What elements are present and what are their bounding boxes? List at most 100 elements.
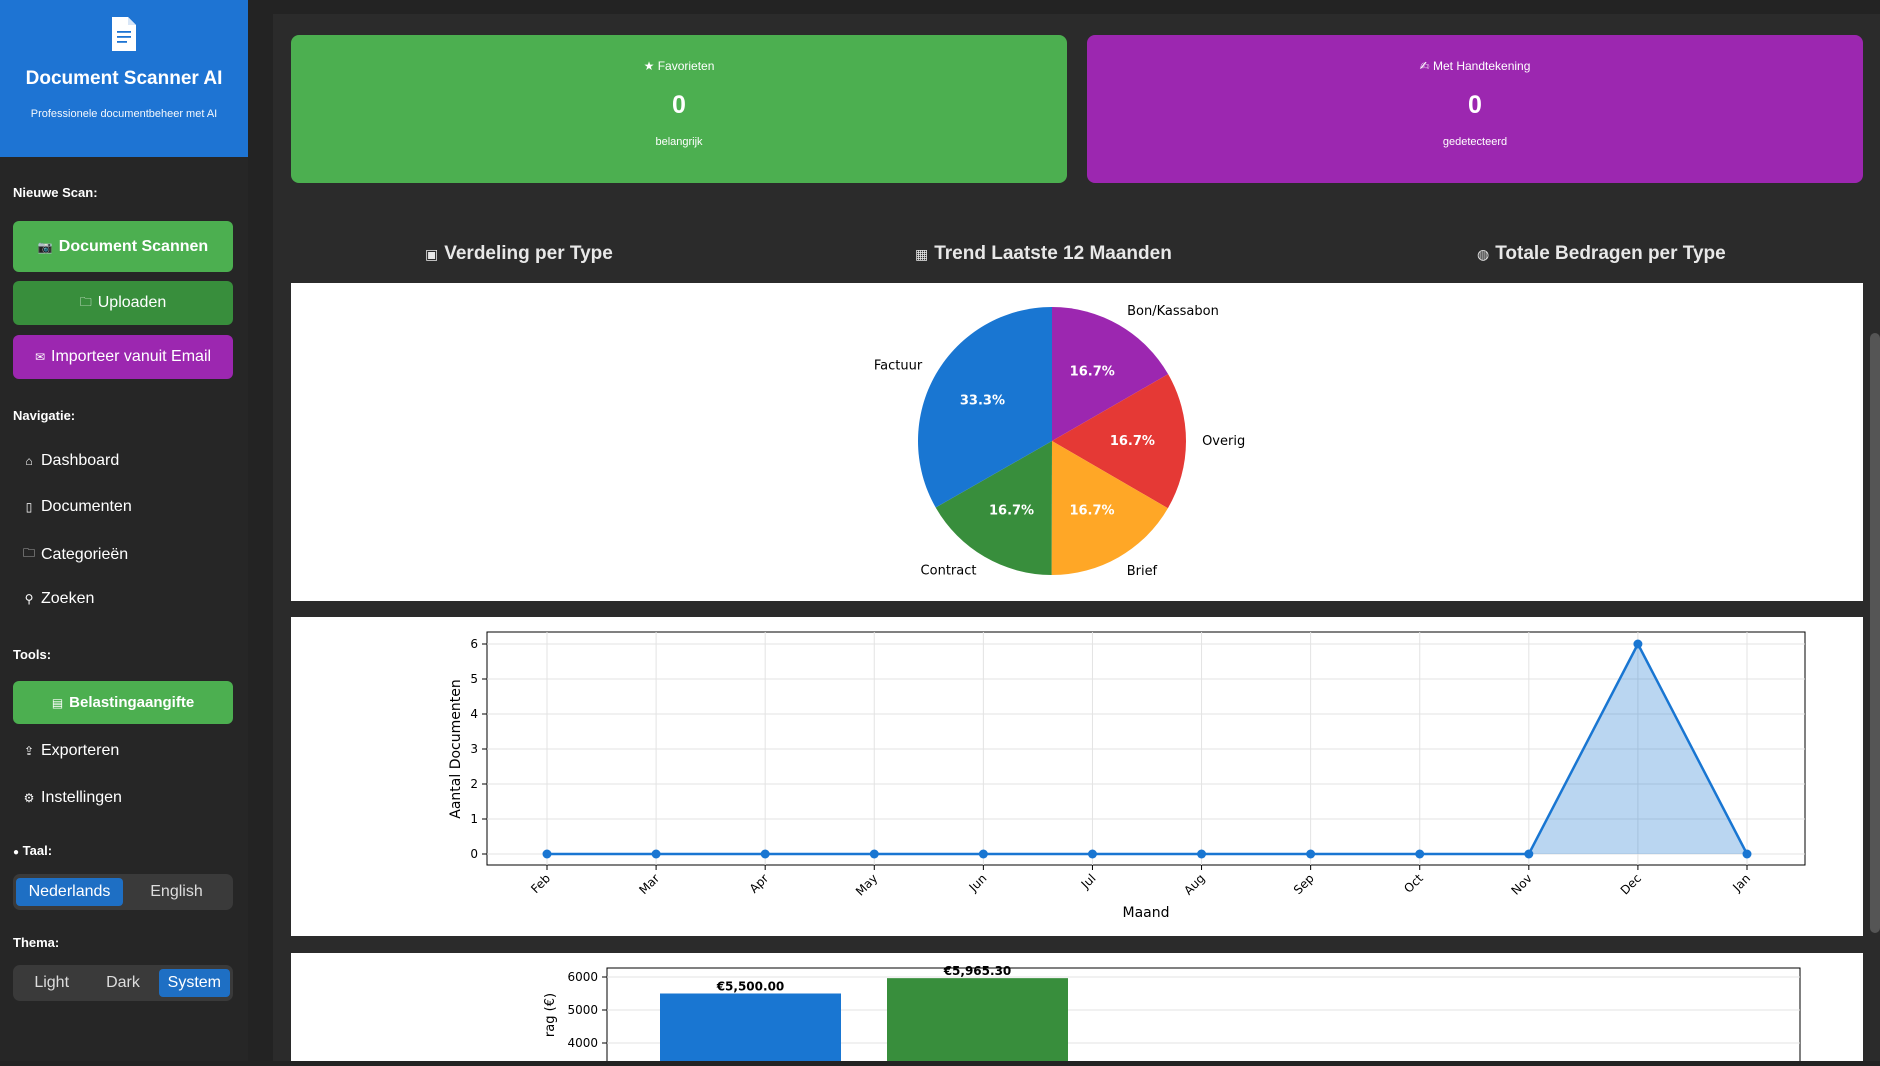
language-selector: Nederlands English [13,874,233,910]
nav-documenten[interactable]: ▯ Documenten [22,498,132,516]
x-tick-label: Mar [636,871,662,897]
chart-icon: ▣ [425,246,439,262]
trend-line [547,641,1749,856]
y-tick-label: 1 [470,812,478,826]
language-option-nederlands[interactable]: Nederlands [16,878,123,906]
trend-icon: ▦ [915,246,929,262]
x-tick-label: Jan [1729,871,1753,895]
app-title: Document Scanner AI [25,68,223,89]
signature-value: 0 [1468,91,1482,119]
totals-chart-panel: 6000 5000 4000 €5,500.00 €5,965.30 rag (€) [291,953,1863,1066]
envelope-icon: ✉ [34,350,45,364]
theme-option-system[interactable]: System [158,969,230,997]
x-tick-label: Nov [1508,871,1534,897]
pie-category-label: Brief [1127,564,1158,579]
x-tick-label: May [853,871,880,898]
tools-heading: Tools: [13,647,52,662]
language-heading: ● Taal: [13,843,53,858]
pie-category-label: Contract [921,564,977,579]
favorites-card: ★ Favorieten 0 belangrijk [291,35,1067,183]
x-axis-label: Maand [1123,905,1170,921]
pie-chart-panel: 16.7% Bon/Kassabon 16.7% Overig 16.7% Brief 16… [291,283,1863,601]
x-tick-label: Oct [1401,871,1426,896]
document-icon [112,17,136,51]
bar-y-tick-label: 4000 [567,1036,598,1050]
signature-icon: ✍ [1419,59,1430,73]
chart-tabs: ▣ Verdeling per Type ▦ Trend Laatste 12 Ma… [291,243,1863,271]
new-scan-heading: Nieuwe Scan: [13,185,98,200]
pie-category-label: Overig [1202,434,1245,449]
y-tick-label: 0 [470,847,478,861]
trend-point [1087,849,1097,859]
language-option-english[interactable]: English [150,883,203,900]
trend-point [1306,849,1316,859]
y-tick-label: 4 [470,707,478,721]
pie-slice-overig [1052,374,1186,509]
theme-heading: Thema: [13,935,60,950]
export-icon: ⇪ [23,744,35,758]
pie-pct-label: 16.7% [1069,504,1114,519]
pie-pct-label: 33.3% [960,394,1005,409]
nav-categorieen[interactable]: 🗀 Categorieën [22,544,128,565]
nav-zoeken[interactable]: ⚲ Zoeken [22,590,95,608]
bar-y-tick-label: 5000 [567,1003,598,1017]
export-link[interactable]: ⇪ Exporteren [23,742,120,759]
tab-totals[interactable]: ◍ Totale Bedragen per Type [1477,243,1726,264]
scan-document-button[interactable]: 📷 Document Scannen [13,221,233,272]
y-tick-label: 5 [470,672,478,686]
trend-point [978,849,988,859]
x-tick-label: Apr [747,871,772,896]
trend-point [1524,849,1534,859]
document-icon: ▯ [25,500,33,514]
pie-slice-factuur [918,307,1052,508]
x-tick-label: Aug [1181,871,1207,897]
x-tick-label: Jul [1078,871,1099,892]
globe-icon: ● [13,847,20,858]
theme-selector: Light Dark System [13,965,233,1001]
brand-header: Document Scanner AI Professionele docume… [0,0,248,157]
home-icon: ⌂ [25,454,33,468]
import-email-button[interactable]: ✉ Importeer vanuit Email [13,335,233,379]
trend-point [542,849,552,859]
bar-y-tick-label: 6000 [567,970,598,984]
pie-slice-contract [935,441,1052,575]
navigation-heading: Navigatie: [13,408,76,423]
sidebar: Document Scanner AI Professionele docume… [0,0,248,1061]
trend-point [651,849,661,859]
trend-chart: 0 1 2 3 4 5 6 Feb Mar Apr May Jun Jul Aug Sep Oct Nov Dec… [448,631,1806,921]
upload-button[interactable]: 🗀 Uploaden [13,281,233,325]
x-tick-label: Jun [966,871,990,895]
favorites-label: Favorieten [657,59,715,73]
theme-option-dark[interactable]: Dark [106,974,140,991]
money-bag-icon: ◍ [1477,246,1490,262]
y-tick-label: 6 [470,637,478,651]
search-icon: ⚲ [24,592,34,606]
trend-point [1633,639,1643,649]
nav-dashboard[interactable]: ⌂ Dashboard [22,452,119,470]
bar-y-axis-label: rag (€) [543,993,558,1037]
pie-pct-label: 16.7% [1110,434,1155,449]
folder-icon: 🗀 [79,294,92,309]
bar-value-label: €5,500.00 [716,980,785,994]
trend-point [1415,849,1425,859]
pie-category-label: Factuur [874,359,923,374]
tax-return-button[interactable]: ▤ Belastingaangifte [13,681,233,724]
tab-trend[interactable]: ▦ Trend Laatste 12 Maanden [915,243,1172,264]
app-subtitle: Professionele documentbeheer met AI [30,108,218,120]
trend-point [760,849,770,859]
settings-link[interactable]: ⚙ Instellingen [23,789,122,806]
folder-icon: 🗀 [22,546,35,560]
signature-label: Met Handtekening [1433,59,1531,73]
y-tick-label: 2 [470,777,478,791]
camera-icon: 📷 [37,239,53,254]
theme-option-light[interactable]: Light [34,974,70,991]
tab-distribution[interactable]: ▣ Verdeling per Type [425,243,613,264]
signature-card: ✍ Met Handtekening 0 gedetecteerd [1087,35,1863,183]
pie-pct-label: 16.7% [989,503,1034,518]
totals-chart: 6000 5000 4000 €5,500.00 €5,965.30 rag (€) [543,964,1801,1066]
pie-category-label: Bon/Kassabon [1127,304,1219,319]
pie-slice-bon-kassabon [1052,307,1169,441]
scrollbar[interactable] [1870,333,1880,933]
pie-slice-brief [1051,441,1168,575]
y-axis-label: Aantal Documenten [448,679,464,818]
